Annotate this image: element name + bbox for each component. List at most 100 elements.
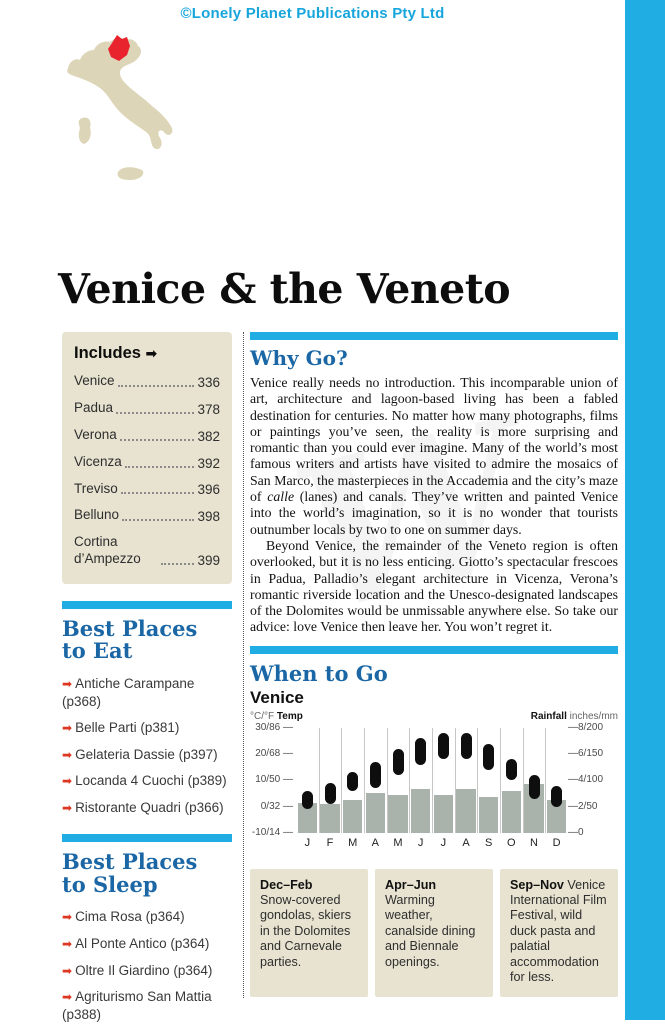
temperature-range-pill [415, 738, 427, 765]
page-edge-accent-bar [625, 0, 665, 1020]
month-label: F [326, 836, 334, 849]
toc-label: Verona [74, 426, 117, 442]
rainfall-bar [410, 789, 431, 833]
toc-row: Padua 378 [74, 400, 220, 417]
paragraph-text: (lanes) and canals. They’ve written and … [250, 489, 618, 537]
season-text: Warming weather, canalside dining and Bi… [385, 893, 476, 969]
red-arrow-bullet-icon: ➡ [62, 963, 73, 978]
temperature-range-pill [437, 733, 449, 760]
list-item-label: Agriturismo San Mattia (p388) [62, 989, 212, 1022]
temp-axis-tick-label: -10/14 — [251, 826, 293, 838]
season-box: Apr–Jun Warming weather, canalside dinin… [375, 868, 493, 998]
right-arrow-icon: ➡ [145, 346, 158, 362]
toc-row: Vicenza 392 [74, 454, 220, 471]
red-arrow-bullet-icon: ➡ [62, 936, 73, 951]
chart-gridline [454, 727, 456, 833]
red-arrow-bullet-icon: ➡ [62, 747, 73, 762]
rainfall-bar [433, 794, 454, 833]
temperature-range-pill [392, 748, 404, 775]
italy-map-icon [67, 35, 173, 180]
heading-line: to Eat [62, 638, 133, 664]
toc-label: Padua [74, 399, 114, 415]
list-item-label: Antiche Carampane (p368) [62, 675, 195, 709]
list-item: ➡ Locanda 4 Cuochi (p389) [62, 772, 232, 790]
temperature-range-pill [505, 759, 517, 781]
heading-line: Best Places [62, 616, 198, 641]
list-item-label: Belle Parti (p381) [75, 720, 180, 736]
temp-axis-tick-label: 10/50 — [255, 774, 293, 786]
rain-axis-tick-label: —8/200 [568, 721, 604, 733]
best-places-to-sleep-section: Best Places to Sleep ➡ Cima Rosa (p364) ➡… [62, 834, 232, 1024]
temperature-range-pill [528, 775, 540, 799]
list-item: ➡ Gelateria Dassie (p397) [62, 746, 232, 764]
list-item-label: Gelateria Dassie (p397) [75, 746, 218, 762]
main-column: Why Go? Venice really needs no introduct… [250, 332, 618, 998]
season-text: Venice International Film Festival, wild… [510, 877, 607, 984]
italy-locator-map [56, 30, 196, 190]
chart-gridline [318, 727, 320, 833]
rainfall-bar [320, 804, 340, 833]
toc-page-number: 396 [197, 482, 220, 498]
temp-label: Temp [276, 710, 303, 722]
month-label: J [440, 836, 447, 849]
veneto-region-highlight [108, 35, 130, 61]
why-go-paragraph-2: Beyond Venice, the remainder of the Vene… [250, 537, 618, 635]
best-places-to-eat-heading: Best Places to Eat [62, 616, 232, 664]
page-title: Venice & the Veneto [58, 265, 511, 314]
rainfall-bar [297, 802, 318, 833]
heading-line: Best Places [62, 849, 198, 875]
toc-label: Venice [74, 373, 115, 388]
temperature-range-pill [551, 785, 563, 807]
rainfall-bar [478, 797, 499, 833]
list-item: ➡ Al Ponte Antico (p364) [62, 935, 232, 953]
list-item: ➡ Oltre Il Giardino (p364) [62, 962, 232, 980]
includes-title: Includes ➡ [74, 344, 220, 363]
toc-label: Cortina d’Ampezzo [74, 534, 141, 567]
season-range: Dec–Feb [260, 877, 313, 892]
red-arrow-bullet-icon: ➡ [62, 676, 73, 691]
dot-leader [117, 384, 195, 387]
list-item-label: Ristorante Quadri (p366) [75, 799, 224, 815]
dot-leader [122, 519, 195, 522]
month-label: D [552, 836, 561, 849]
toc-page-number: 399 [197, 553, 220, 568]
rainfall-bar [546, 799, 567, 833]
includes-title-text: Includes [74, 344, 141, 362]
climate-city-label: Venice [250, 687, 304, 707]
left-sidebar: Includes ➡ Venice 336 Padua 378 Verona 3… [62, 332, 232, 1024]
month-label: M [348, 836, 358, 849]
rain-axis-title: Rainfall inches/mm [531, 711, 618, 722]
toc-label: Belluno [74, 507, 120, 523]
red-arrow-bullet-icon: ➡ [62, 800, 73, 815]
list-item-label: Locanda 4 Cuochi (p389) [75, 773, 227, 789]
month-label: A [462, 836, 470, 849]
temperature-range-pill [324, 782, 336, 804]
includes-box: Includes ➡ Venice 336 Padua 378 Verona 3… [62, 332, 232, 584]
section-rule [62, 601, 232, 609]
month-label: M [393, 836, 403, 849]
list-item: ➡ Cima Rosa (p364) [62, 908, 232, 926]
season-summary-row: Dec–Feb Snow-covered gondolas, skiers in… [250, 868, 618, 998]
toc-row: Venice 336 [74, 373, 220, 390]
temp-axis-tick-label: 0/32 — [260, 800, 293, 812]
temp-unit-label: °C/°F [250, 710, 275, 722]
best-places-to-sleep-heading: Best Places to Sleep [62, 849, 232, 896]
chart-gridline [341, 727, 343, 833]
rainfall-bar [342, 799, 363, 833]
red-arrow-bullet-icon: ➡ [62, 910, 73, 925]
why-go-heading: Why Go? [250, 346, 348, 370]
red-arrow-bullet-icon: ➡ [62, 721, 73, 736]
rain-axis-tick-label: —0 [568, 826, 584, 838]
list-item-label: Oltre Il Giardino (p364) [75, 962, 213, 978]
chart-gridline [545, 727, 547, 833]
chart-gridline [477, 727, 479, 833]
section-rule [62, 834, 232, 843]
toc-label: Vicenza [74, 453, 122, 469]
month-label: N [530, 836, 538, 849]
chart-gridline [432, 727, 433, 833]
toc-row: Treviso 396 [74, 481, 220, 498]
month-label: J [417, 836, 424, 849]
toc-page-number: 336 [197, 374, 220, 390]
copyright-line: ©Lonely Planet Publications Pty Ltd [180, 5, 445, 22]
